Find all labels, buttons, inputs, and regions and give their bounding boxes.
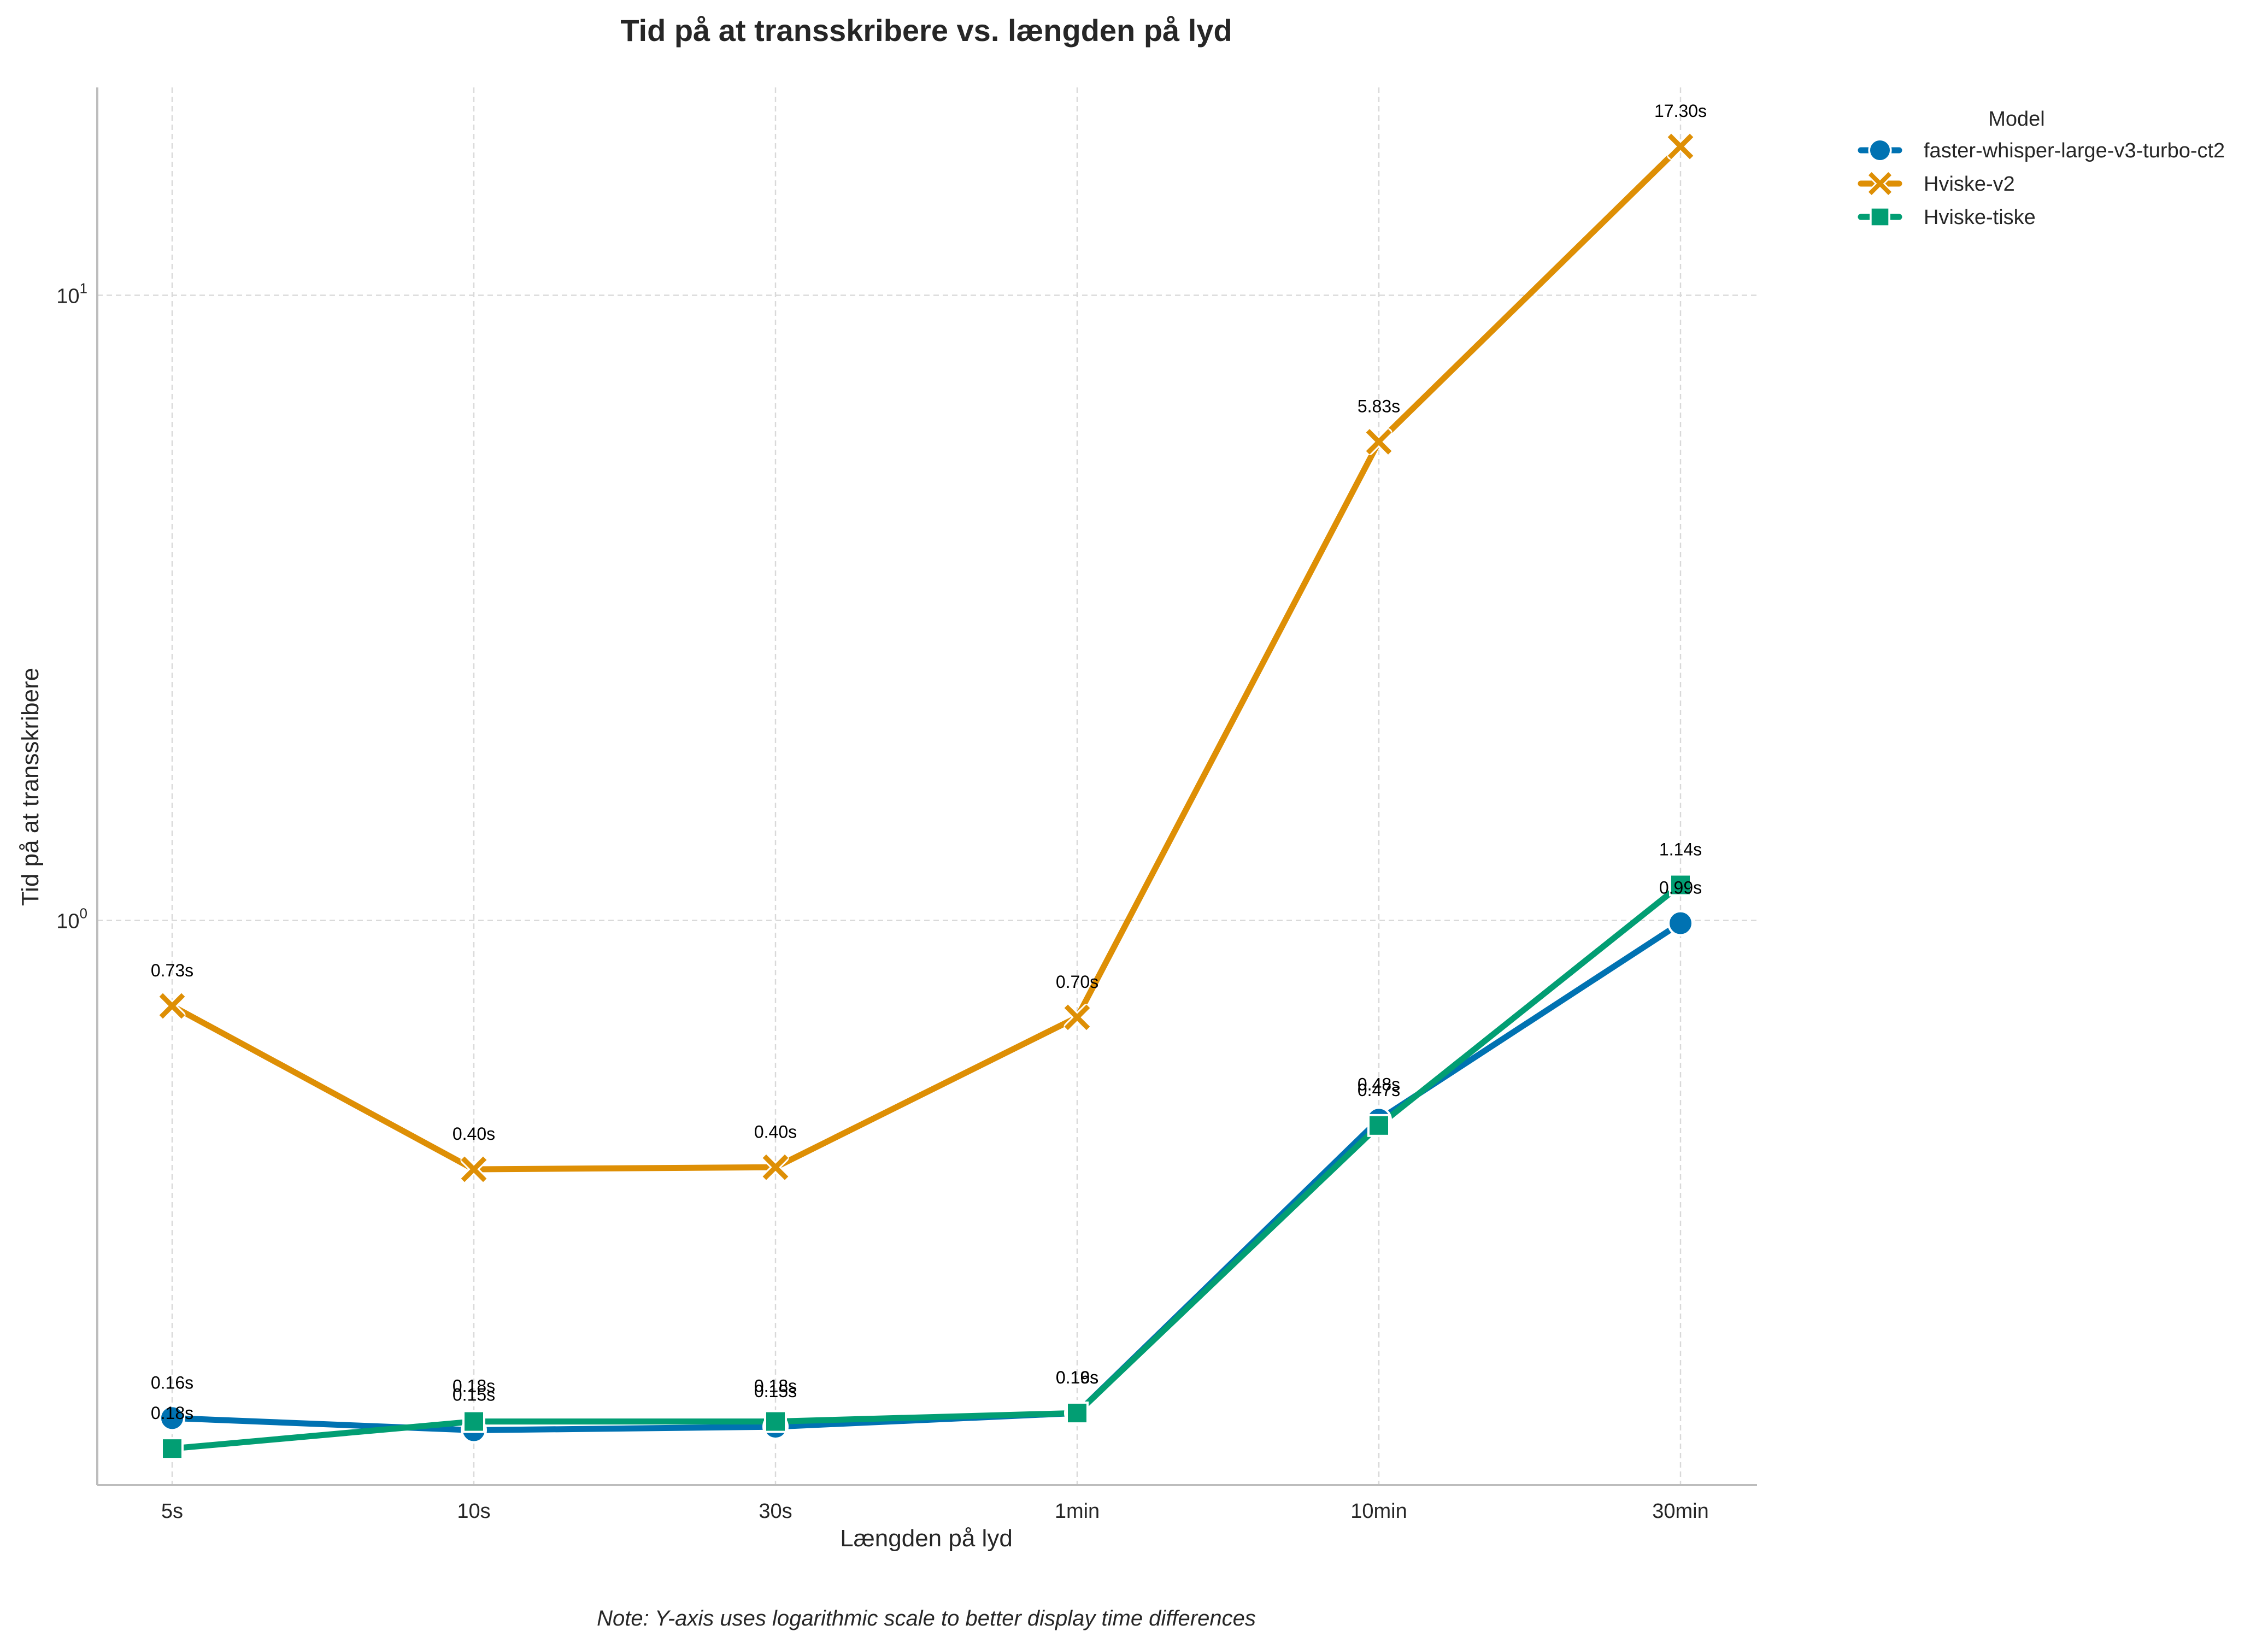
data-label: 0.40s [754, 1122, 797, 1141]
legend-label: faster-whisper-large-v3-turbo-ct2 [1924, 139, 2225, 162]
data-point-square [462, 1410, 485, 1433]
data-point-square [1669, 873, 1692, 897]
data-point-x [1064, 1004, 1091, 1031]
data-label: 0.16s [1056, 1368, 1098, 1387]
series-line [169, 882, 1684, 1452]
x-tick-label: 30min [1652, 1500, 1709, 1523]
data-point-circle [1868, 138, 1892, 162]
data-point-x [1365, 428, 1392, 456]
data-label: 0.47s [1358, 1080, 1400, 1100]
x-tick-label: 10s [457, 1500, 490, 1523]
data-point-x [762, 1153, 789, 1181]
series [158, 133, 1694, 1461]
data-point-square [1066, 1402, 1089, 1425]
data-point-x [460, 1156, 487, 1183]
ticks: 5s 10s 30s 1min 10min 30min 100 101 [56, 280, 1709, 1523]
x-tick-label: 10min [1350, 1500, 1407, 1523]
x-axis-label: Længden på lyd [840, 1525, 1013, 1552]
data-label: 0.48s [1358, 1074, 1400, 1094]
x-tick-label: 1min [1055, 1500, 1100, 1523]
data-label: 0.40s [453, 1124, 495, 1144]
legend-title: Model [1988, 108, 2045, 131]
grid [97, 87, 1757, 1485]
data-label: 1.14s [1659, 840, 1702, 859]
data-label: 0.99s [1659, 878, 1702, 898]
chart-title: Tid på at transskribere vs. længden på l… [620, 13, 1232, 48]
chart-note: Note: Y-axis uses logarithmic scale to b… [597, 1606, 1256, 1630]
data-label: 0.15s [453, 1385, 495, 1405]
series-line [169, 143, 1684, 1173]
data-point-x [1867, 171, 1893, 196]
x-tick-label: 5s [161, 1500, 183, 1523]
data-point-square [161, 1437, 184, 1461]
data-label: 0.73s [151, 961, 193, 980]
legend: Model faster-whisper-large-v3-turbo-ct2 H… [1858, 108, 2225, 229]
legend-entry: faster-whisper-large-v3-turbo-ct2 [1858, 138, 2225, 162]
legend-label: Hviske-tiske [1924, 206, 2036, 229]
y-tick-label: 100 [56, 905, 87, 933]
legend-entry: Hviske-v2 [1858, 171, 2015, 196]
data-label: 17.30s [1654, 101, 1707, 121]
data-point-x [158, 992, 186, 1020]
data-point-square [764, 1410, 787, 1433]
data-label: 0.18s [151, 1403, 193, 1423]
data-label: 0.15s [754, 1381, 797, 1401]
y-axis-label: Tid på at transskribere [17, 668, 44, 906]
data-point-circle [159, 1405, 185, 1432]
data-point-x [1667, 133, 1694, 160]
data-label: 0.16s [151, 1373, 193, 1392]
data-label: 0.18s [453, 1376, 495, 1396]
data-label: 0.19s [1056, 1368, 1098, 1387]
data-point-square [1367, 1114, 1390, 1137]
data-point-circle [1667, 910, 1694, 937]
y-tick-label: 101 [56, 280, 87, 308]
legend-entry: Hviske-tiske [1858, 206, 2036, 229]
data-label: 0.18s [754, 1376, 797, 1396]
data-labels: 0.16s 0.15s 0.15s 0.16s 0.48s 0.99s 0.18s 0.18s… [151, 101, 1707, 1423]
data-point-square [1870, 207, 1890, 227]
legend-label: Hviske-v2 [1924, 173, 2015, 196]
data-label: 0.70s [1056, 972, 1098, 992]
series-line [169, 920, 1684, 1434]
data-label: 5.83s [1358, 397, 1400, 416]
x-tick-label: 30s [759, 1500, 792, 1523]
